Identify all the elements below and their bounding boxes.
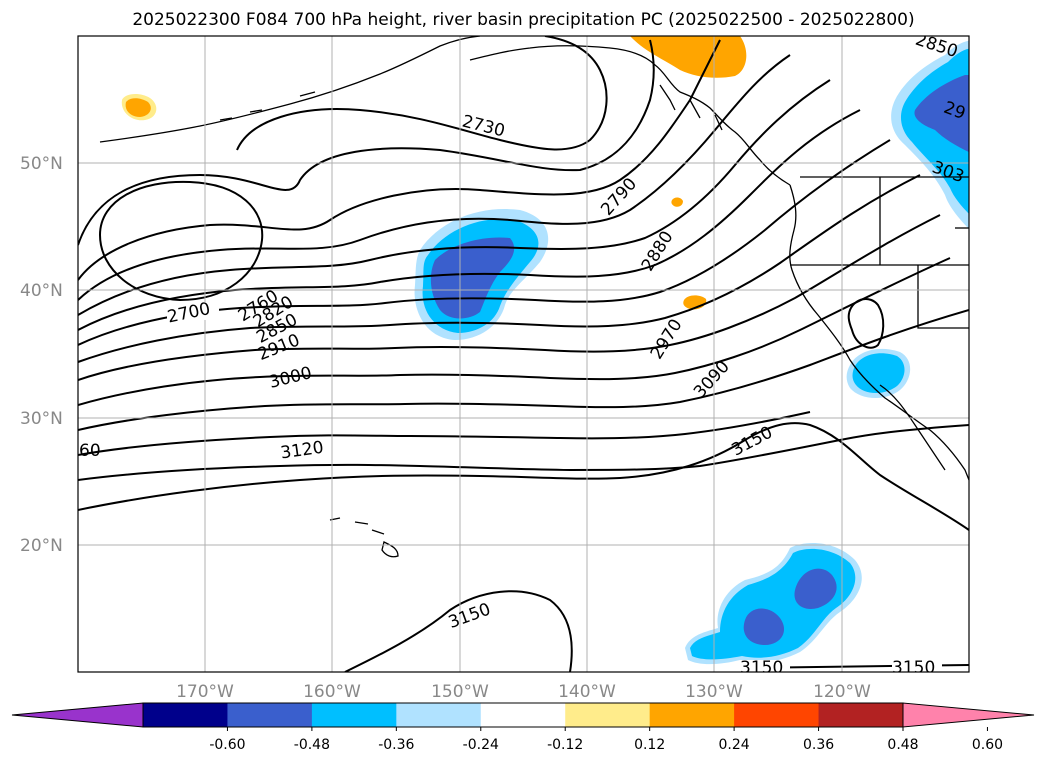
colorbar-swatch xyxy=(480,703,566,727)
lon-tick-label: 130°W xyxy=(685,682,743,702)
colorbar-tick-label: -0.36 xyxy=(378,737,414,753)
colorbar: -0.60 -0.48 -0.36 -0.24 -0.12 0.12 0.24 0.36 0.4… xyxy=(11,702,1035,753)
lat-tick-label: 40°N xyxy=(20,281,63,301)
lat-tick-label: 50°N xyxy=(20,154,63,174)
lat-tick-labels: 50°N 40°N 30°N 20°N xyxy=(20,154,63,556)
colorbar-tick-label: -0.12 xyxy=(547,737,583,753)
lon-tick-labels: 170°W 160°W 150°W 140°W 130°W 120°W xyxy=(176,682,871,702)
coastlines xyxy=(99,36,969,558)
colorbar-frame xyxy=(142,702,904,728)
colorbar-swatch xyxy=(565,703,651,727)
contour-label: 60 xyxy=(79,441,101,461)
colorbar-tick-label: 0.36 xyxy=(803,737,834,753)
colorbar-swatch xyxy=(818,703,904,727)
colorbar-extend-high xyxy=(902,702,1035,728)
contour-label: 3150 xyxy=(740,658,783,678)
colorbar-swatch xyxy=(143,703,228,727)
colorbar-tick-label: 0.12 xyxy=(634,737,665,753)
colorbar-tick-label: -0.48 xyxy=(294,737,330,753)
precip-shading xyxy=(121,36,969,665)
lat-tick-label: 20°N xyxy=(20,536,63,556)
colorbar-tick-label: 0.48 xyxy=(887,737,918,753)
lon-tick-label: 120°W xyxy=(813,682,871,702)
map-title: 2025022300 F084 700 hPa height, river ba… xyxy=(132,10,915,30)
precip-blob-small-2 xyxy=(671,197,683,207)
contour-label: 3150 xyxy=(892,658,935,678)
colorbar-swatch xyxy=(649,703,735,727)
colorbar-swatch xyxy=(311,703,397,727)
colorbar-tick-label: 0.24 xyxy=(719,737,750,753)
colorbar-swatch xyxy=(227,703,313,727)
colorbar-tick-label: -0.24 xyxy=(463,737,499,753)
lat-tick-label: 30°N xyxy=(20,409,63,429)
lon-tick-label: 140°W xyxy=(558,682,616,702)
colorbar-tick-label: -0.60 xyxy=(209,737,245,753)
lon-tick-label: 160°W xyxy=(303,682,361,702)
colorbar-extend-low xyxy=(11,702,144,728)
map-frame xyxy=(77,35,970,673)
lon-tick-label: 170°W xyxy=(176,682,234,702)
lon-tick-label: 150°W xyxy=(431,682,489,702)
colorbar-swatch xyxy=(734,703,820,727)
colorbar-tick-label: 0.60 xyxy=(972,737,1003,753)
colorbar-swatch xyxy=(396,703,482,727)
graticule xyxy=(78,36,969,672)
